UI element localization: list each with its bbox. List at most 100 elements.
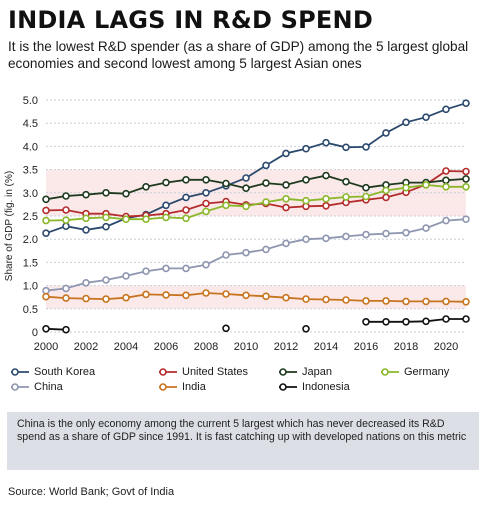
data-point-south-korea [182,193,190,202]
data-point-germany [462,183,470,191]
data-point-indonesia [362,318,370,326]
data-point-south-korea [342,143,350,152]
data-point-germany [442,183,450,191]
x-tick-label: 2018 [394,341,418,353]
data-point-germany [322,195,330,203]
data-point-china [142,267,150,275]
data-point-china [462,215,470,223]
data-point-china [382,229,390,238]
data-point-south-korea [362,143,370,151]
data-point-china [282,239,290,248]
data-point-united-states [62,206,70,214]
series-line-india [45,292,467,303]
data-point-japan [442,176,450,185]
data-point-germany [82,214,90,223]
data-point-china [62,284,70,293]
data-point-indonesia [302,325,310,333]
data-point-indonesia [382,318,390,326]
data-point-india [162,291,170,299]
highlight-band [46,285,466,309]
legend-marker-icon [159,383,177,391]
data-point-japan [462,175,470,183]
y-tick-label: 5.0 [23,95,38,107]
data-point-india [62,294,70,302]
x-tick-label: 2006 [154,341,178,353]
legend-item-china: China [10,381,63,393]
data-point-germany [342,193,350,201]
data-point-china [362,230,370,239]
data-point-india [42,292,50,301]
data-point-india [222,290,230,298]
data-point-south-korea [282,149,290,158]
data-point-south-korea [42,229,50,237]
data-point-china [42,286,50,295]
x-tick-label: 2010 [234,341,258,353]
legend-label: South Korea [34,366,96,378]
source-line: Source: World Bank; Govt of India [8,486,175,498]
data-point-south-korea [462,99,470,107]
data-point-india [282,293,290,302]
data-point-germany [162,213,170,222]
data-point-united-states [182,206,190,214]
data-point-germany [302,196,310,205]
data-point-china [122,272,130,280]
legend-item-japan: Japan [278,366,332,378]
data-point-china [182,264,190,273]
chart-subtitle: It is the lowest R&D spender (as a share… [8,39,469,71]
data-point-united-states [202,199,210,208]
data-point-india [442,297,450,306]
data-point-india [462,298,470,306]
data-point-china [202,260,210,269]
data-point-china [262,245,270,254]
data-point-china [162,264,170,273]
data-point-south-korea [242,174,250,182]
data-point-japan [42,195,50,204]
data-point-india [262,292,270,301]
data-point-south-korea [422,113,430,122]
data-point-germany [402,183,410,192]
legend-label: China [34,381,63,393]
data-point-japan [182,176,190,184]
data-point-japan [302,176,310,184]
data-point-indonesia [62,325,70,334]
data-point-india [362,297,370,305]
data-point-china [242,248,250,257]
data-point-germany [242,202,250,211]
data-point-south-korea [162,201,170,210]
x-axis-ticks: 2000 2002 2004 2006 2008 2010 2012 2014 2016 2018… [34,341,458,353]
legend-marker-icon [11,383,29,391]
data-point-china [102,276,110,284]
data-point-south-korea [202,189,210,197]
data-point-united-states [382,193,390,202]
data-point-china [402,228,410,237]
series-india [42,289,470,306]
x-tick-label: 2002 [74,341,98,353]
data-point-germany [262,198,270,206]
data-point-germany [42,216,50,225]
data-point-germany [102,213,110,222]
data-point-japan [262,179,270,187]
legend-marker-icon [159,368,177,376]
legend-item-india: India [158,381,206,393]
data-point-germany [182,214,190,223]
data-point-indonesia [222,324,230,333]
y-tick-label: 1.0 [23,281,38,293]
y-axis-label: Share of GDP (fig. in (%) [4,171,15,281]
data-point-japan [222,179,230,188]
data-point-japan [242,184,250,192]
data-point-united-states [462,167,470,176]
x-tick-label: 2004 [114,341,138,353]
data-point-united-states [322,202,330,210]
y-tick-label: 3.0 [23,188,38,200]
data-point-south-korea [62,222,70,230]
x-tick-label: 2012 [274,341,298,353]
data-point-china [302,235,310,243]
x-tick-label: 2020 [434,341,458,353]
chart-title: INDIA LAGS IN R&D SPEND [8,6,373,34]
data-point-china [342,232,350,241]
legend-item-indonesia: Indonesia [278,381,350,393]
data-point-japan [142,183,150,191]
data-point-china [82,279,90,287]
series-line-japan [45,174,467,201]
y-tick-label: 2.5 [23,211,38,223]
